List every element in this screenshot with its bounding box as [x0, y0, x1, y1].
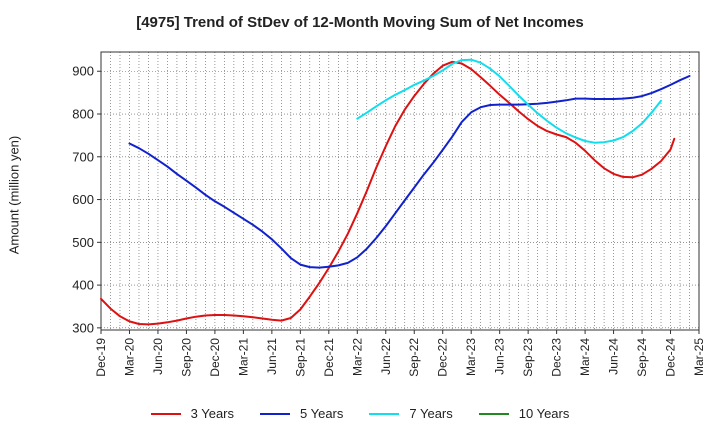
y-tick-label: 900: [72, 64, 94, 79]
y-tick-label: 400: [72, 278, 94, 293]
legend-swatch-5-years: [260, 412, 290, 415]
series-line-5-years: [128, 75, 691, 269]
x-tick-label: Jun-22: [379, 338, 393, 375]
y-tick-label: 300: [72, 320, 94, 335]
x-tick-label: Mar-22: [350, 338, 364, 376]
x-tick-label: Dec-22: [436, 338, 450, 377]
legend-label-3-years: 3 Years: [190, 406, 234, 421]
x-tick-label: Dec-20: [208, 338, 222, 377]
x-tick-label: Jun-24: [607, 338, 621, 375]
x-tick-label: Mar-24: [578, 338, 592, 376]
legend-label-5-years: 5 Years: [300, 406, 344, 421]
legend-label-7-years: 7 Years: [409, 406, 453, 421]
x-tick-label: Jun-20: [151, 338, 165, 375]
x-tick-label: Mar-23: [464, 338, 478, 376]
legend-item-3-years: 3 Years: [150, 406, 234, 421]
x-tick-label: Sep-23: [521, 338, 535, 377]
legend-swatch-3-years: [150, 412, 181, 415]
chart-title: [4975] Trend of StDev of 12-Month Moving…: [136, 14, 584, 31]
legend-swatch-10-years: [478, 412, 509, 415]
x-tick-label: Mar-21: [236, 338, 250, 376]
x-tick-label: Dec-24: [664, 338, 678, 377]
x-tick-label: Sep-21: [293, 338, 307, 377]
x-tick-label: Jun-23: [493, 338, 507, 375]
legend: 3 Years 5 Years 7 Years 10 Years: [0, 406, 720, 421]
series-line-7-years: [356, 58, 662, 144]
y-tick-label: 800: [72, 107, 94, 122]
x-tick-label: Mar-25: [692, 338, 706, 376]
x-tick-label: Dec-21: [322, 338, 336, 377]
x-tick-label: Sep-22: [407, 338, 421, 377]
legend-label-10-years: 10 Years: [518, 406, 570, 421]
legend-swatch-7-years: [369, 412, 400, 415]
x-tick-label: Jun-21: [265, 338, 279, 375]
x-tick-label: Dec-19: [94, 338, 108, 377]
x-tick-label: Sep-20: [179, 338, 193, 377]
legend-item-10-years: 10 Years: [478, 406, 570, 421]
x-tick-label: Sep-24: [635, 338, 649, 377]
y-tick-label: 600: [72, 192, 94, 207]
legend-item-5-years: 5 Years: [260, 406, 343, 421]
y-tick-label: 500: [72, 235, 94, 250]
plot-frame: [100, 51, 700, 331]
plot-area: [101, 52, 699, 330]
x-tick-label: Mar-20: [122, 338, 136, 376]
y-tick-label: 700: [72, 149, 94, 164]
legend-item-7-years: 7 Years: [369, 406, 453, 421]
series-line-3-years: [100, 60, 676, 326]
x-tick-label: Dec-23: [550, 338, 564, 377]
